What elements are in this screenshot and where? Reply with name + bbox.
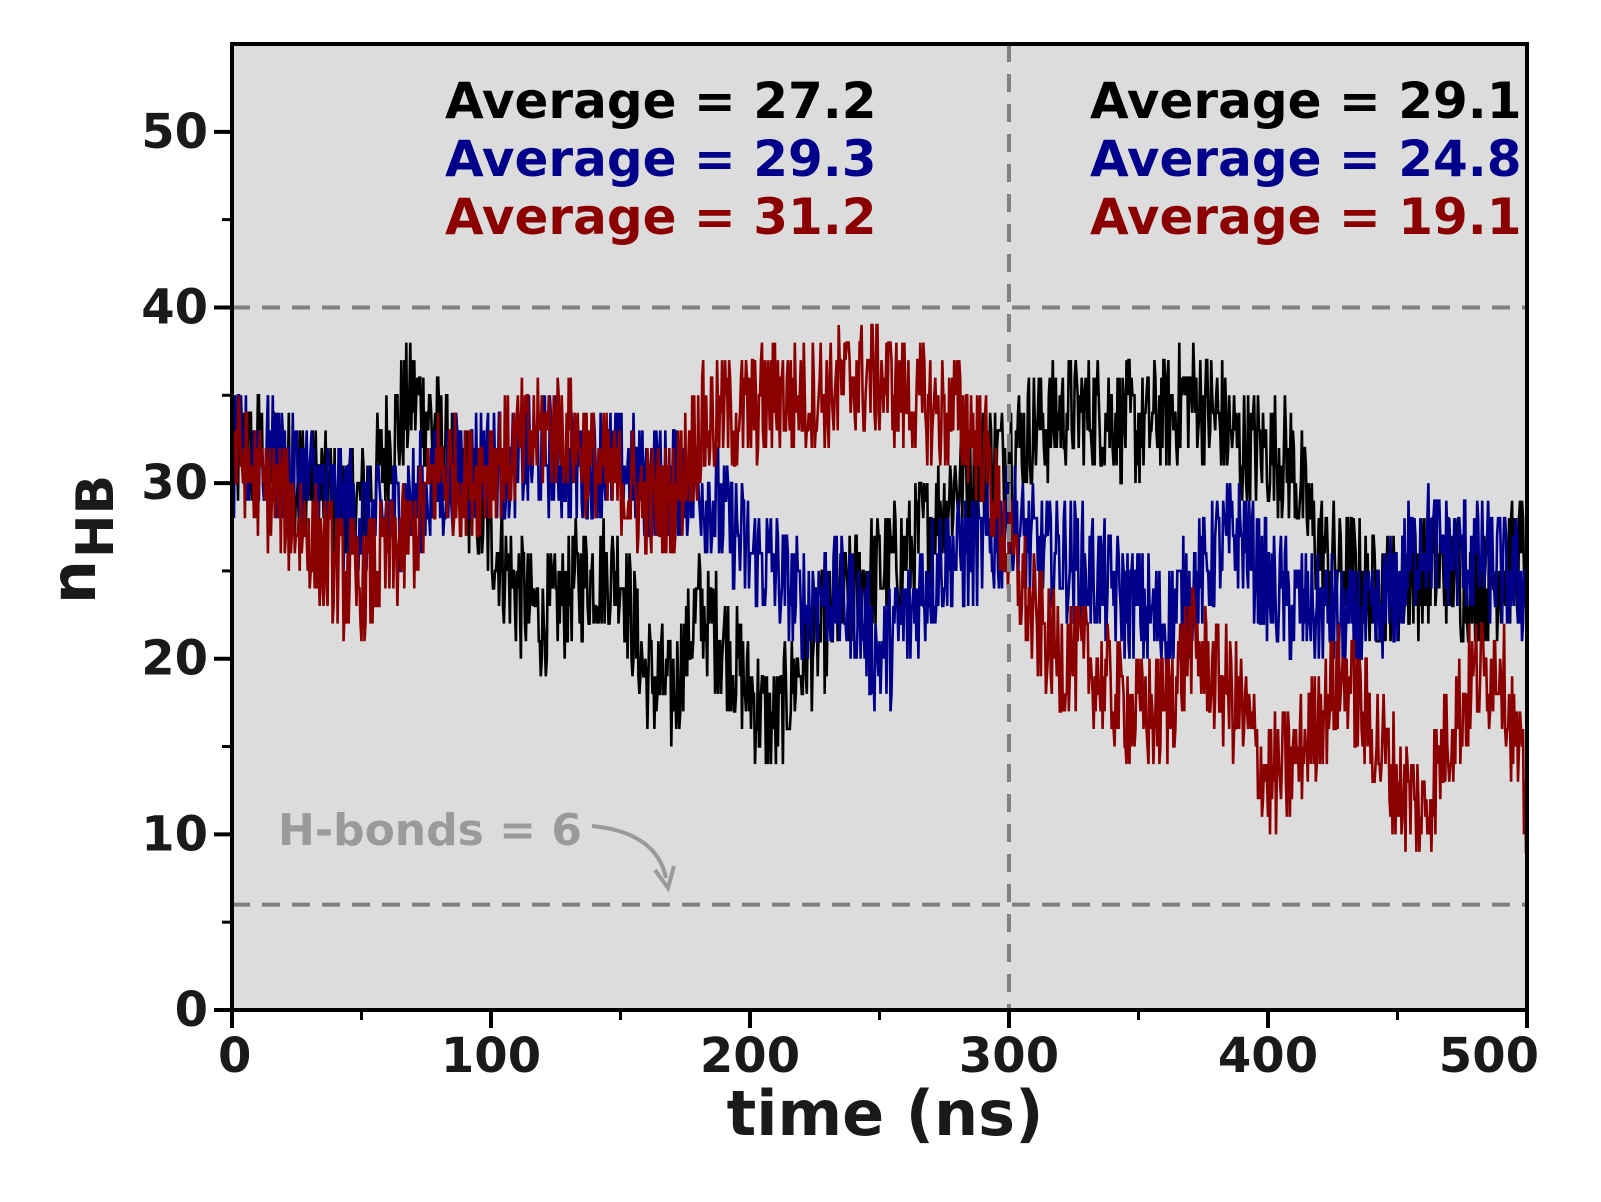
series-layer [230, 323, 1529, 854]
x-tick-label-500: 500 [1439, 1028, 1539, 1084]
average-black-right: Average = 29.1 [1090, 72, 1522, 130]
average-blue-left: Average = 29.3 [445, 130, 877, 188]
y-tick-label-10: 10 [141, 806, 208, 862]
reference-lines [232, 44, 1527, 1010]
hbonds-annotation: H-bonds = 6 [278, 805, 582, 856]
x-tick-label-0: 0 [218, 1028, 251, 1084]
average-blue-right: Average = 24.8 [1090, 130, 1522, 188]
hbonds-annotation-arrow [591, 824, 668, 879]
x-axis-label: time (ns) [727, 1077, 1044, 1150]
x-tick-label-300: 300 [959, 1028, 1059, 1084]
y-axis-label-main: n [37, 560, 110, 604]
average-red-right: Average = 19.1 [1090, 188, 1522, 246]
series-line-darkred [232, 323, 1528, 854]
x-tick-label-100: 100 [441, 1028, 541, 1084]
hbonds-annotation-arrowhead [653, 865, 676, 893]
y-tick-label-30: 30 [141, 455, 208, 511]
y-tick-label-0: 0 [175, 982, 208, 1038]
plot-background [232, 44, 1527, 1010]
x-tick-label-400: 400 [1218, 1028, 1318, 1084]
x-tick-label-200: 200 [700, 1028, 800, 1084]
y-tick-label-20: 20 [141, 631, 208, 687]
average-red-left: Average = 31.2 [445, 188, 877, 246]
average-black-left: Average = 27.2 [445, 72, 877, 130]
y-tick-label-40: 40 [141, 279, 208, 335]
y-axis-label: n HB [37, 475, 126, 604]
y-axis-label-sub: HB [66, 475, 126, 558]
y-tick-label-50: 50 [141, 104, 208, 160]
